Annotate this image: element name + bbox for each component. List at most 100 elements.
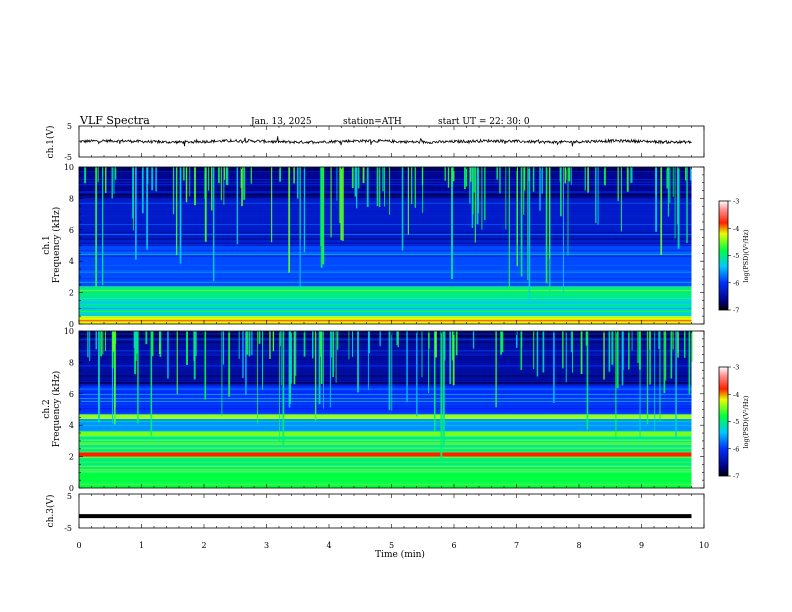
ch3-waveform-ticks (78, 494, 705, 528)
spectrogram-streak (379, 331, 381, 347)
spectrogram-streak (410, 167, 413, 205)
spectrogram-streak (416, 331, 418, 417)
spectrogram-streak (545, 167, 548, 284)
spectrogram-streak (666, 167, 669, 189)
spectrogram-streak (132, 167, 134, 219)
frequency-tick-label: 6 (69, 390, 74, 399)
ch3-waveform-panel: 5 -5 ch.3(V) (45, 492, 705, 533)
spectrogram-streak (626, 167, 629, 192)
spectrogram-line (79, 181, 692, 183)
spectrogram-streak (639, 331, 641, 439)
ch3-waveform-frame (78, 493, 705, 529)
spectrogram-line (79, 341, 692, 343)
spectrogram-line (79, 171, 692, 172)
spectrogram-streak (447, 167, 450, 188)
frequency-tick-label: 8 (69, 194, 74, 203)
spectrogram-streak (271, 167, 273, 243)
spectrogram-streak (185, 167, 188, 203)
spectrogram-line (79, 335, 692, 337)
spectrogram-streak (541, 167, 543, 194)
spectrogram-streak (470, 167, 472, 182)
spectrogram-streak (272, 331, 275, 352)
spectrogram-line (79, 358, 692, 360)
spectrogram-streak (333, 331, 335, 372)
spectrogram-streak (211, 167, 213, 211)
spectrogram-streak (608, 331, 611, 372)
spectrogram-streak (520, 167, 523, 277)
spectrogram-streak (477, 167, 479, 214)
x-tick-label: 7 (514, 541, 519, 550)
spectrogram-line (79, 356, 692, 358)
spectrogram-line (79, 461, 692, 463)
spectrogram-streak (224, 167, 226, 180)
spectrogram-streak (84, 167, 87, 184)
spectrogram-streak (515, 331, 518, 348)
spectrogram-streak (422, 167, 424, 213)
spectrogram-streak (669, 167, 671, 204)
spectrogram-streak (672, 167, 674, 197)
spectrogram-streak (455, 331, 458, 356)
spectrogram-streak (236, 167, 239, 245)
spectrogram-line (79, 384, 692, 386)
spectrogram-streak (401, 167, 404, 251)
spectrogram-streak (303, 331, 306, 357)
spectrogram-streak (299, 167, 301, 240)
spectrogram-line (79, 337, 692, 339)
spectrogram-streak (250, 167, 252, 184)
spectrogram-line (79, 253, 692, 255)
spectrogram-streak (495, 331, 497, 408)
spectrogram-streak (296, 167, 299, 199)
spectrogram-line (79, 484, 692, 486)
spectrogram-line (79, 381, 692, 383)
x-tick-label: 0 (76, 541, 81, 550)
spectrogram-streak (357, 167, 360, 189)
ch1-colorbar: -3 -4 -5 -6 -7 log(PSD)(V²/Hz) (718, 198, 750, 315)
spectrogram-streak (340, 167, 343, 241)
spectrogram-streak (151, 167, 154, 191)
ch1-waveform-line (79, 136, 692, 147)
spectrogram-streak (226, 167, 229, 186)
spectrogram-streak (553, 331, 555, 403)
spectrogram-streak (97, 331, 100, 423)
spectrogram-streak (289, 331, 292, 404)
spectrogram-streak (659, 331, 661, 422)
spectrogram-line (79, 250, 692, 251)
spectrogram-streak (677, 167, 680, 249)
spectrogram-streak (279, 167, 282, 182)
spectrogram-streak (570, 167, 572, 185)
spectrogram-streak (631, 167, 633, 183)
spectrogram-streak (684, 331, 686, 358)
spectrogram-line (79, 465, 692, 467)
spectrogram-streak (472, 167, 474, 215)
spectrogram-streak (204, 331, 207, 400)
frequency-tick-label: 0 (69, 484, 74, 493)
spectrogram-line (79, 446, 692, 448)
spectrogram-line (79, 290, 692, 291)
spectrogram-streak (630, 167, 632, 183)
spectrogram-streak (542, 331, 545, 373)
frequency-tick-label: 8 (69, 358, 74, 367)
frequency-tick-label: 2 (69, 289, 74, 298)
spectrogram-streak (150, 331, 153, 436)
spectrogram-streak (384, 167, 385, 207)
spectrogram-streak (472, 331, 475, 349)
spectrogram-line (79, 392, 692, 393)
spectrogram-streak (351, 167, 354, 189)
spectrogram-streak (95, 167, 98, 288)
spectrogram-streak (452, 167, 455, 182)
spectrogram-line (79, 420, 692, 422)
spectrogram-streak (288, 167, 291, 273)
x-tick-label: 1 (139, 541, 144, 550)
spectrogram-line (79, 310, 692, 312)
spectrogram-line (79, 307, 692, 309)
spectrogram-streak (145, 331, 148, 345)
ch2-colorbar: -3 -4 -5 -6 -7 log(PSD)(V²/Hz) (718, 364, 750, 481)
spectrogram-line (79, 451, 692, 453)
spectrogram-streak (102, 167, 104, 285)
spectrogram-streak (391, 331, 393, 411)
spectrogram-line (79, 319, 692, 321)
spectrogram-streak (595, 167, 597, 224)
spectrogram-line (79, 354, 692, 356)
spectrogram-streak (685, 167, 687, 181)
spectrogram-streak (329, 331, 331, 408)
